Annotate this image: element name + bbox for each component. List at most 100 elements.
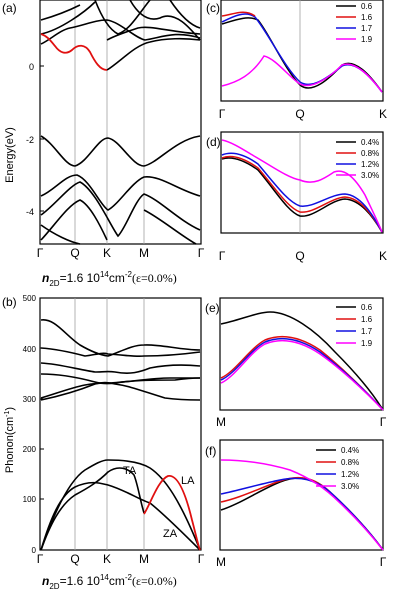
legend-label: 1.6 bbox=[361, 13, 373, 22]
panel-b-xtick-label: K bbox=[103, 552, 111, 566]
panel-b-xtick-label: M bbox=[139, 552, 149, 566]
panel-a-xtick-label: K bbox=[103, 246, 111, 260]
panel-a-caption: n2D=1.6 1014cm-2(ε=0.0%) bbox=[42, 270, 177, 288]
legend-label: 0.6 bbox=[361, 2, 373, 11]
band-curve bbox=[40, 135, 201, 167]
panel-b-red-branch bbox=[143, 475, 201, 551]
panel-a-xtick-label: Γ bbox=[37, 246, 44, 260]
panel-b-frame bbox=[39, 297, 202, 551]
panel-c-curve-0.6 bbox=[221, 17, 383, 93]
panel-a-ytick-label: -2 bbox=[26, 135, 34, 145]
phonon-curve bbox=[40, 381, 201, 401]
band-curve bbox=[129, 0, 201, 41]
panel-e: (e) 0.6 1.6 1.7 1.9 M Γ bbox=[205, 297, 387, 429]
panel-b-xtick-label: Γ bbox=[198, 552, 205, 566]
band-curve bbox=[40, 199, 108, 241]
panel-c: (c) 0.6 1.6 1.7 1.9 Γ Q K bbox=[206, 0, 387, 121]
panel-b-ylabel: Phonon(cm-1) bbox=[4, 407, 16, 473]
band-curve bbox=[40, 174, 201, 211]
band-curve bbox=[40, 224, 81, 245]
band-curve bbox=[169, 0, 201, 29]
panel-c-curve-1.7 bbox=[221, 13, 383, 93]
panel-a-frame bbox=[39, 0, 202, 245]
legend-label: 3.0% bbox=[361, 171, 379, 180]
panel-c-xtick-label: K bbox=[379, 107, 387, 121]
panel-a-ytick-label: 0 bbox=[29, 62, 34, 72]
panel-d-curve-3.0 bbox=[221, 139, 383, 233]
panel-b-caption: n2D=1.6 1014cm-2(ε=0.0%) bbox=[42, 573, 177, 591]
legend-label: 0.4% bbox=[341, 446, 359, 455]
phonon-curve bbox=[40, 377, 200, 399]
legend-label: 1.2% bbox=[341, 470, 359, 479]
panel-b-ytick-label: 500 bbox=[23, 294, 37, 303]
panel-e-curve-1.9 bbox=[220, 340, 384, 411]
phonon-curve bbox=[40, 481, 201, 551]
panel-a-xtick-label: Γ bbox=[198, 246, 205, 260]
panel-a-xtick-label: Q bbox=[70, 246, 79, 260]
legend-label: 0.8% bbox=[341, 458, 359, 467]
panel-f-xtick-label: Γ bbox=[380, 555, 387, 569]
legend-label: 1.9 bbox=[361, 339, 373, 348]
panel-c-curve-1.6 bbox=[221, 11, 256, 17]
panel-c-xtick-label: Q bbox=[295, 107, 304, 121]
panel-e-xtick-label: Γ bbox=[380, 415, 387, 429]
panel-d-xtick-label: K bbox=[379, 249, 387, 263]
panel-c-frame bbox=[220, 0, 384, 102]
panel-f-frame bbox=[219, 439, 384, 551]
panel-d: (d) 0.4% 0.8% 1.2% 3.0% Γ Q K bbox=[206, 131, 387, 263]
band-curve bbox=[40, 1, 96, 35]
panel-a-ylabel: Energy(eV) bbox=[4, 127, 16, 183]
panel-d-frame bbox=[220, 131, 384, 234]
annotation-za: ZA bbox=[163, 528, 178, 540]
panel-d-curve-0.4 bbox=[221, 157, 383, 233]
panel-a-red-band bbox=[40, 33, 108, 71]
panel-e-label: (e) bbox=[205, 301, 220, 315]
phonon-curve bbox=[40, 319, 201, 357]
phonon-curve bbox=[40, 467, 145, 551]
panel-a-label: (a) bbox=[2, 1, 17, 15]
panel-b-label: (b) bbox=[2, 295, 17, 309]
annotation-la: LA bbox=[181, 475, 195, 487]
panel-d-xtick-label: Γ bbox=[219, 249, 226, 263]
legend-label: 0.6 bbox=[361, 303, 373, 312]
phonon-curve bbox=[40, 362, 201, 375]
panel-e-frame bbox=[219, 297, 384, 411]
legend-label: 0.4% bbox=[361, 138, 379, 147]
panel-a: (a) 0 -2 -4 Energy(eV) bbox=[2, 0, 205, 288]
legend-label: 1.7 bbox=[361, 327, 373, 336]
panel-e-curves bbox=[220, 311, 384, 411]
panel-e-curve-0.6 bbox=[220, 311, 384, 411]
panel-d-xtick-label: Q bbox=[295, 249, 304, 263]
band-curve bbox=[143, 209, 197, 245]
band-curve bbox=[106, 37, 201, 71]
panel-c-legend: 0.6 1.6 1.7 1.9 bbox=[336, 2, 373, 44]
legend-label: 1.9 bbox=[361, 35, 373, 44]
panel-c-label: (c) bbox=[206, 1, 220, 15]
panel-e-legend: 0.6 1.6 1.7 1.9 bbox=[336, 303, 373, 348]
panel-f-curves bbox=[220, 459, 384, 551]
panel-d-curve-0.8 bbox=[221, 155, 383, 233]
panel-e-curve-1.6 bbox=[220, 336, 384, 411]
phonon-curve bbox=[40, 459, 201, 551]
band-curve bbox=[94, 0, 151, 35]
band-curve bbox=[106, 26, 201, 41]
legend-label: 1.7 bbox=[361, 24, 373, 33]
panel-b-phonon-bands bbox=[40, 319, 201, 551]
panel-f-xtick-label: M bbox=[216, 555, 226, 569]
panel-d-legend: 0.4% 0.8% 1.2% 3.0% bbox=[336, 138, 379, 180]
panel-b-ytick-label: 400 bbox=[23, 345, 37, 354]
panel-f-legend: 0.4% 0.8% 1.2% 3.0% bbox=[316, 446, 359, 491]
legend-label: 1.6 bbox=[361, 315, 373, 324]
panel-b-ytick-label: 0 bbox=[32, 546, 37, 555]
annotation-ta: TA bbox=[123, 465, 137, 477]
legend-label: 0.8% bbox=[361, 149, 379, 158]
band-curve bbox=[40, 4, 81, 21]
panel-b-ytick-label: 100 bbox=[23, 495, 37, 504]
panel-a-ytick-label: -4 bbox=[26, 207, 34, 217]
legend-label: 1.2% bbox=[361, 160, 379, 169]
panel-a-bands bbox=[40, 0, 201, 245]
panel-d-curves bbox=[221, 139, 383, 233]
panel-e-xtick-label: M bbox=[216, 415, 226, 429]
panel-b: (b) 500 400 300 200 100 0 Phonon(cm-1) bbox=[2, 294, 205, 591]
